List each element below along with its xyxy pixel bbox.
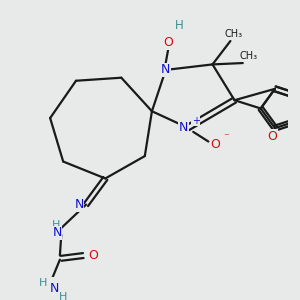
Text: N: N (52, 226, 62, 239)
Text: O: O (164, 36, 173, 49)
Text: H: H (52, 220, 60, 230)
Text: N: N (74, 198, 84, 211)
Text: O: O (267, 130, 277, 143)
Text: CH₃: CH₃ (239, 51, 257, 61)
Text: O: O (210, 138, 220, 151)
Text: H: H (58, 292, 67, 300)
Text: N: N (179, 121, 188, 134)
Text: N: N (161, 63, 170, 76)
Text: +: + (192, 116, 200, 126)
Text: O: O (88, 249, 98, 262)
Text: ⁻: ⁻ (223, 132, 229, 142)
Text: CH₃: CH₃ (224, 29, 242, 39)
Text: H: H (39, 278, 48, 288)
Text: H: H (175, 20, 184, 32)
Text: N: N (50, 282, 59, 295)
